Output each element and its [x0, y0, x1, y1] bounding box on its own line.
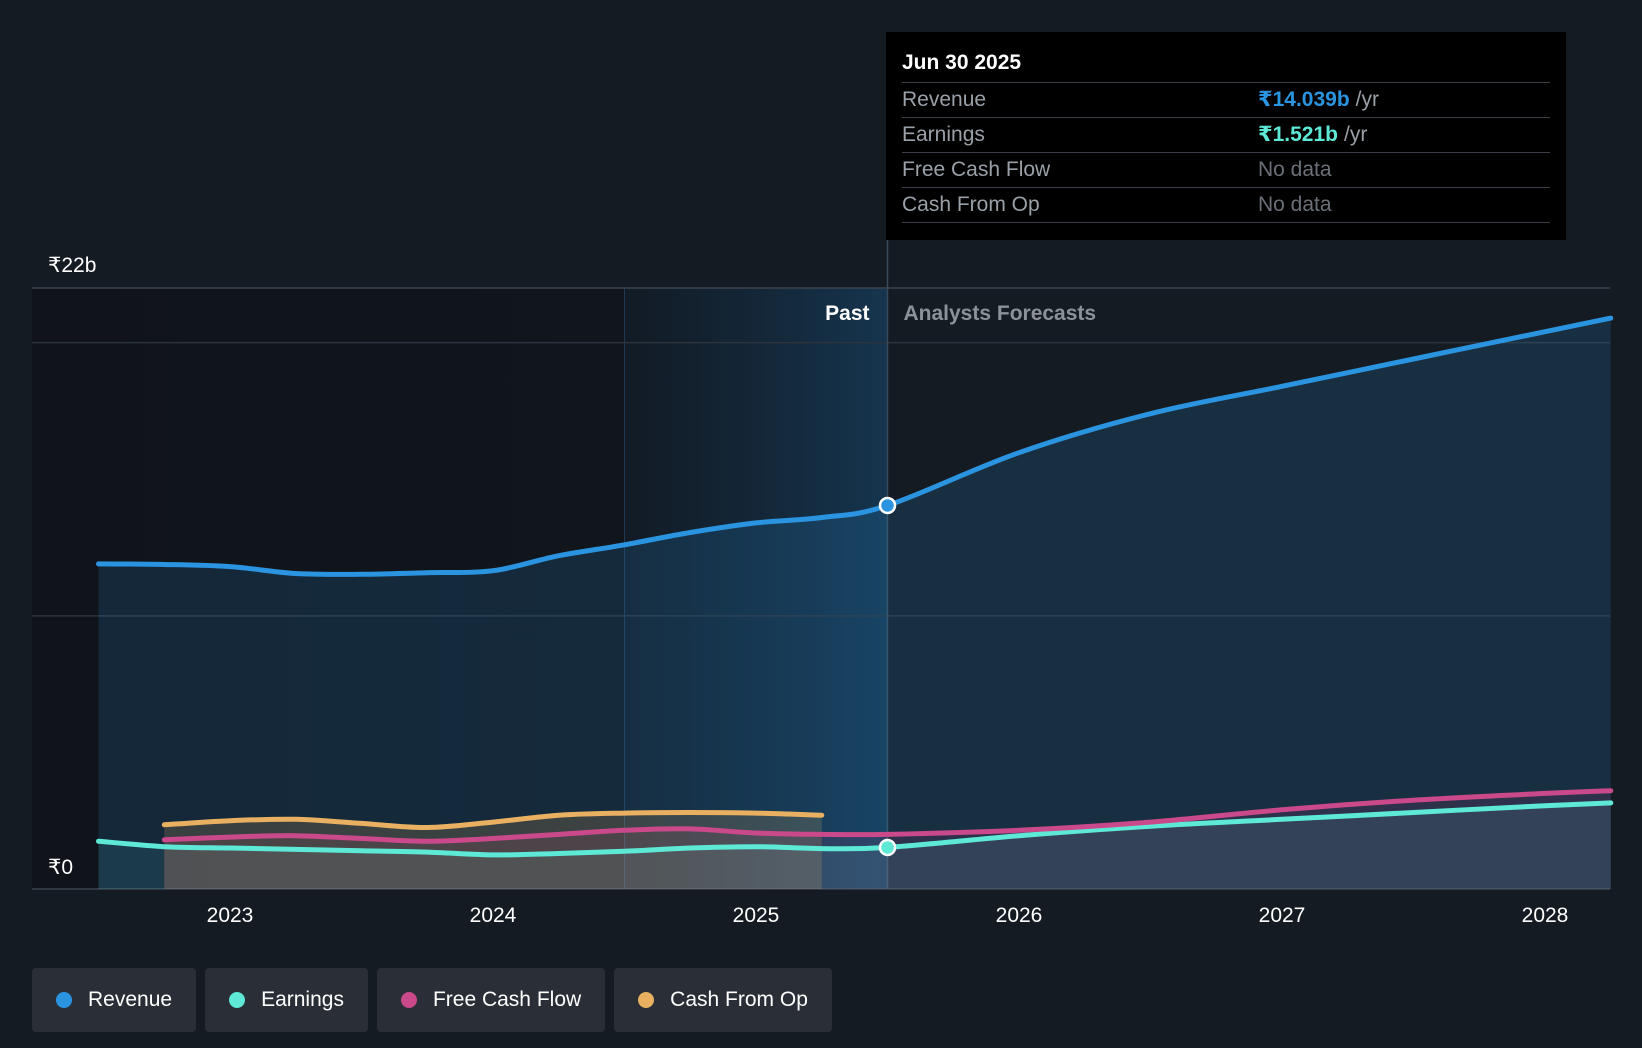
tooltip-label: Earnings — [902, 123, 985, 146]
legend-item-earnings[interactable]: Earnings — [205, 968, 368, 1032]
tooltip-value: ₹1.521b — [1258, 123, 1338, 146]
legend-label: Cash From Op — [670, 988, 808, 1011]
x-tick-label: 2027 — [1259, 904, 1306, 927]
y-label-top: ₹22b — [48, 254, 96, 277]
legend-label: Free Cash Flow — [432, 988, 582, 1011]
x-tick-label: 2028 — [1522, 904, 1569, 927]
tooltip-row-free-cash-flow: Free Cash Flow No data — [902, 153, 1550, 188]
revenue-line — [96, 315, 1614, 577]
tooltip-value: No data — [1258, 158, 1332, 181]
earnings-area — [98, 802, 1611, 889]
x-tick-label: 2023 — [207, 904, 254, 927]
past-label: Past — [825, 302, 869, 325]
legend-label: Revenue — [88, 988, 173, 1011]
legend: Revenue Earnings Free Cash Flow Cash Fro… — [32, 968, 832, 1032]
legend-item-cash-from-op[interactable]: Cash From Op — [614, 968, 832, 1032]
tooltip-label: Cash From Op — [902, 193, 1040, 216]
tooltip-unit: /yr — [1344, 123, 1368, 146]
forecast-label: Analysts Forecasts — [904, 302, 1097, 325]
x-tick-label: 2026 — [996, 904, 1043, 927]
legend-label: Earnings — [261, 988, 344, 1011]
earnings-marker — [878, 838, 897, 857]
legend-dot-icon — [400, 992, 417, 1008]
legend-dot-icon — [638, 992, 655, 1008]
tooltip-unit: /yr — [1355, 88, 1379, 111]
tooltip-value: ₹14.039b — [1258, 88, 1350, 111]
x-tick-label: 2025 — [733, 904, 780, 927]
free-cash-flow-line — [161, 788, 1614, 844]
earnings-line — [96, 800, 1614, 858]
tooltip-value: No data — [1258, 193, 1332, 216]
revenue-area — [98, 318, 1611, 890]
tooltip-label: Free Cash Flow — [902, 158, 1051, 181]
tooltip-label: Revenue — [902, 88, 987, 111]
revenue-marker — [878, 496, 897, 515]
x-tick-label: 2024 — [470, 904, 517, 927]
legend-item-revenue[interactable]: Revenue — [32, 968, 197, 1032]
legend-dot-icon — [229, 992, 246, 1008]
y-label-zero: ₹0 — [48, 856, 73, 879]
tooltip-date: Jun 30 2025 — [902, 44, 1550, 83]
legend-dot-icon — [56, 992, 72, 1008]
recent-past-highlight — [624, 288, 888, 889]
tooltip: Jun 30 2025 Revenue ₹14.039b /yr Earning… — [886, 32, 1566, 240]
tooltip-row-earnings: Earnings ₹1.521b /yr — [902, 118, 1550, 153]
legend-item-free-cash-flow[interactable]: Free Cash Flow — [376, 968, 606, 1032]
tooltip-row-revenue: Revenue ₹14.039b /yr — [902, 83, 1550, 118]
cash-from-op-line — [161, 810, 825, 831]
tooltip-row-cash-from-op: Cash From Op No data — [902, 188, 1550, 223]
